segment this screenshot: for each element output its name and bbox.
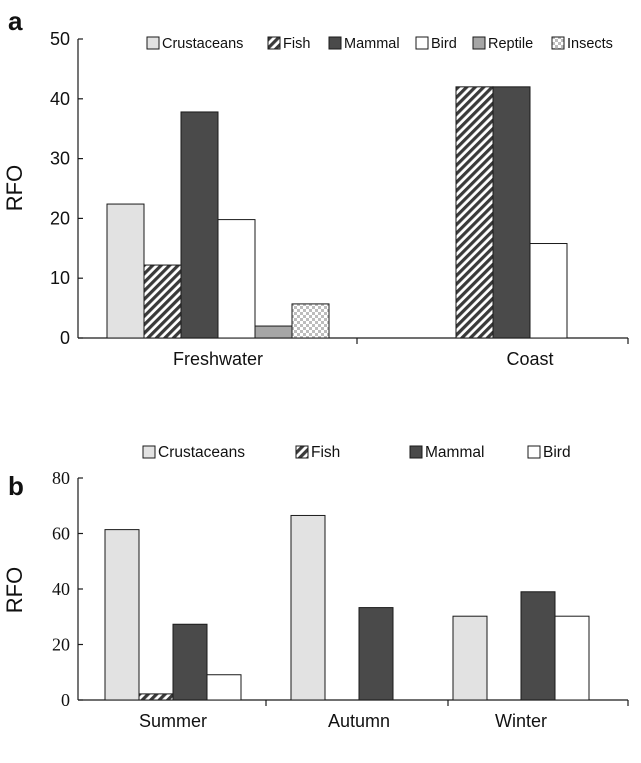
bar-mammal-autumn (358, 607, 394, 701)
bar-reptile-freshwater (254, 325, 293, 339)
x-category-label: Summer (139, 711, 207, 731)
bar-mammal-coast (492, 86, 531, 339)
y-tick-label: 30 (50, 149, 70, 169)
bar-crustaceans-winter (452, 615, 488, 701)
legend-swatch-crustaceans (146, 36, 160, 50)
panel-label: a (8, 6, 23, 36)
y-tick-label: 10 (50, 268, 70, 288)
bar-fish-coast (455, 86, 494, 339)
chart-panel-b: b 0 20 40 60 80 RFO Summer Autumn Winter Crustacea… (2, 444, 629, 731)
y-tick-label: 20 (52, 635, 70, 655)
bar-bird-summer (206, 674, 242, 701)
y-tick-label: 0 (61, 690, 70, 710)
legend-swatch-insects (551, 36, 565, 50)
bar-mammal-summer (172, 623, 208, 701)
bar-bird-coast (529, 243, 568, 339)
legend: Crustaceans Fish Mammal Bird Reptile Insects (146, 36, 613, 52)
legend-label-mammal: Mammal (425, 444, 484, 461)
y-tick-label: 40 (50, 89, 70, 109)
legend-label-crustaceans: Crustaceans (162, 36, 243, 52)
y-tick-label: 20 (50, 208, 70, 228)
legend-swatch-crustaceans (142, 445, 156, 459)
x-category-label: Freshwater (173, 349, 263, 369)
y-axis-label: RFO (2, 165, 27, 211)
bar-bird-freshwater (217, 219, 256, 339)
y-tick-label: 40 (52, 579, 70, 599)
legend: Crustaceans Fish Mammal Bird (142, 444, 571, 461)
bar-mammal-winter (520, 591, 556, 701)
legend-swatch-fish (295, 445, 309, 459)
bar-mammal-freshwater (180, 111, 219, 339)
legend-label-fish: Fish (311, 444, 340, 461)
bar-crustaceans-summer (104, 529, 140, 701)
panel-label: b (8, 471, 24, 501)
x-category-label: Autumn (328, 711, 390, 731)
legend-label-bird: Bird (543, 444, 571, 461)
y-tick-label: 50 (50, 29, 70, 49)
legend-swatch-bird (527, 445, 541, 459)
y-tick-label: 80 (52, 468, 70, 488)
y-tick-label: 60 (52, 524, 70, 544)
legend-swatch-bird (415, 36, 429, 50)
bar-insects-freshwater (291, 303, 330, 339)
legend-swatch-mammal (409, 445, 423, 459)
legend-label-crustaceans: Crustaceans (158, 444, 245, 461)
y-axis-label: RFO (2, 567, 27, 613)
chart-panel-a: a 0 10 20 30 40 50 RFO Freshwater Coast Crustacean… (2, 6, 629, 369)
legend-swatch-fish (267, 36, 281, 50)
y-tick-label: 0 (60, 328, 70, 348)
legend-swatch-reptile (472, 36, 486, 50)
bar-crustaceans-freshwater (106, 203, 145, 339)
bar-fish-summer (138, 693, 174, 701)
x-category-label: Coast (506, 349, 553, 369)
legend-label-mammal: Mammal (344, 36, 400, 52)
bar-crustaceans-autumn (290, 514, 326, 701)
legend-label-bird: Bird (431, 36, 457, 52)
legend-label-reptile: Reptile (488, 36, 533, 52)
bar-bird-winter (554, 615, 590, 701)
bar-fish-freshwater (143, 264, 182, 339)
legend-label-insects: Insects (567, 36, 613, 52)
legend-swatch-mammal (328, 36, 342, 50)
x-category-label: Winter (495, 711, 547, 731)
legend-label-fish: Fish (283, 36, 310, 52)
